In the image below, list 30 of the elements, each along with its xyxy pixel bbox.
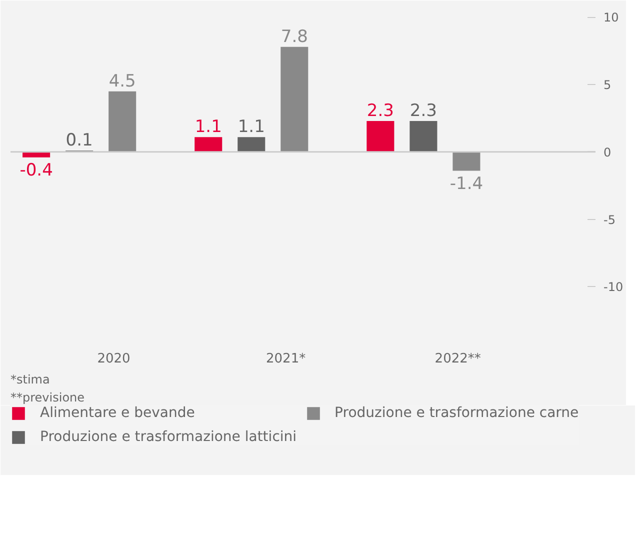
bar	[22, 152, 50, 158]
data-label: 7.8	[280, 26, 308, 47]
data-label: 4.5	[108, 71, 136, 92]
x-tick-label: 2021*	[266, 352, 306, 366]
bar	[366, 120, 394, 152]
y-tick-label: -10	[604, 280, 624, 294]
text: **previsione	[10, 390, 85, 404]
data-label: 0.1	[66, 130, 93, 151]
y-tick-label: 10	[604, 10, 619, 25]
y-tick-label: 0	[604, 145, 612, 160]
data-label: 1.1	[238, 117, 265, 138]
data-label: 2.3	[366, 100, 394, 121]
text: *stima	[10, 372, 50, 386]
y-tick-label: -5	[604, 212, 616, 227]
bar	[194, 137, 222, 152]
data-label: -1.4	[450, 174, 484, 194]
bar	[238, 137, 266, 152]
data-label: 2.3	[410, 100, 437, 121]
bar	[410, 120, 438, 152]
x-tick-label: 2020	[97, 352, 130, 366]
bar	[108, 91, 136, 152]
data-label: 1.1	[194, 117, 222, 138]
bar	[452, 152, 480, 171]
legend-label: Alimentare e bevande	[40, 405, 195, 421]
data-label: -0.4	[20, 160, 53, 180]
legend-label: Produzione e trasformazione latticini	[40, 429, 297, 445]
x-tick-label: 2022**	[434, 352, 482, 366]
legend-label: Produzione e trasformazione carne	[334, 405, 579, 421]
bar	[280, 46, 308, 152]
y-tick-label: 5	[604, 78, 612, 92]
